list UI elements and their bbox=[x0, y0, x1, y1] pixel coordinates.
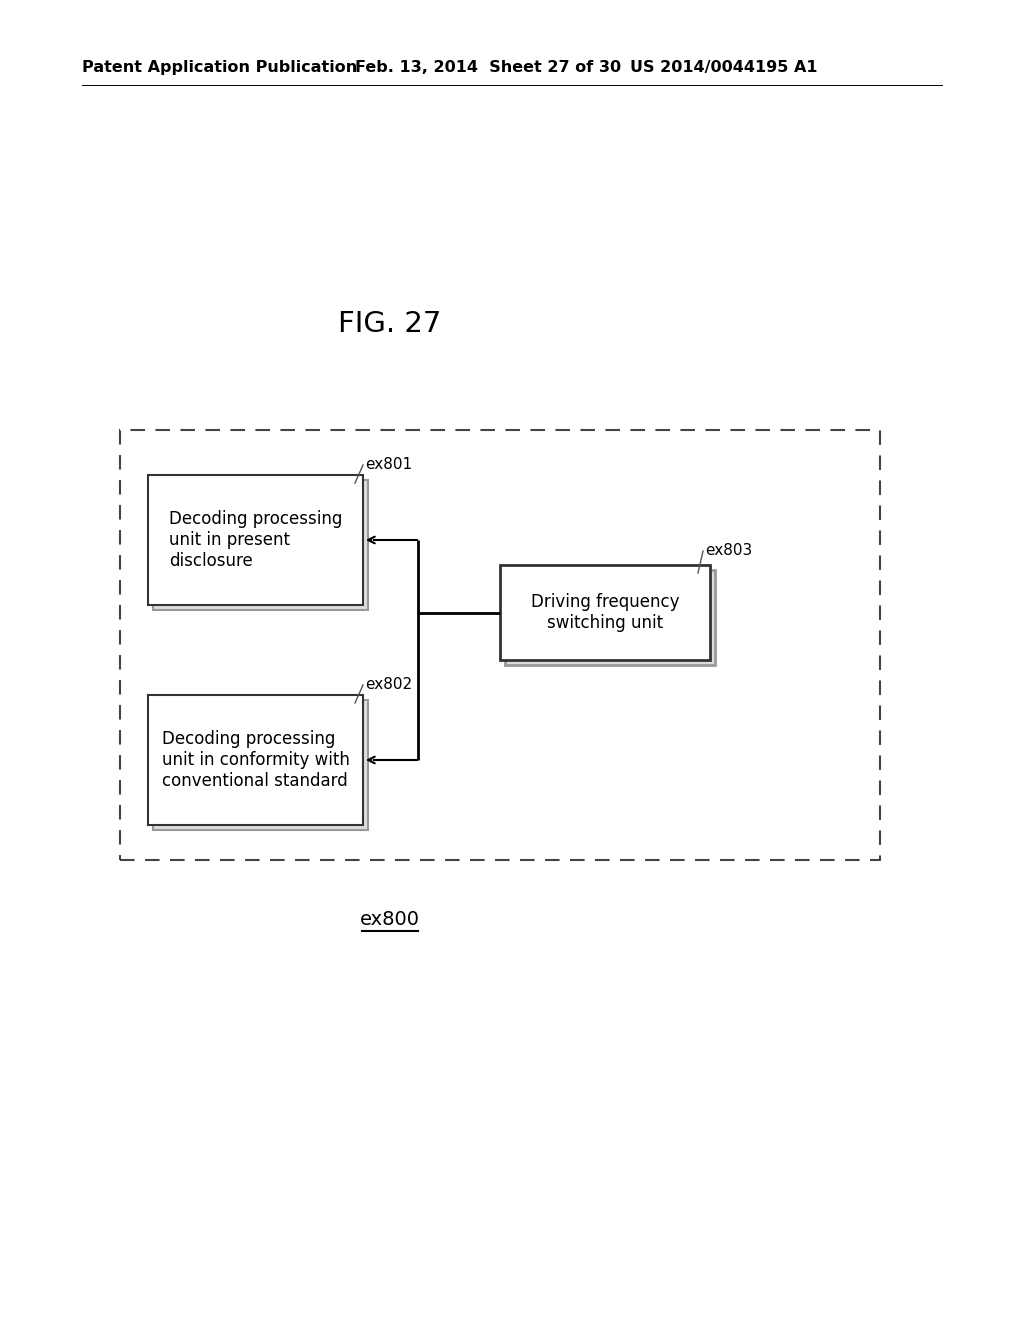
Text: US 2014/0044195 A1: US 2014/0044195 A1 bbox=[630, 59, 817, 75]
Text: Feb. 13, 2014  Sheet 27 of 30: Feb. 13, 2014 Sheet 27 of 30 bbox=[355, 59, 622, 75]
Bar bbox=[120, 430, 880, 861]
Text: ex802: ex802 bbox=[365, 677, 412, 692]
Bar bbox=[505, 570, 715, 665]
Bar bbox=[153, 700, 368, 830]
Bar bbox=[148, 696, 362, 825]
Text: Patent Application Publication: Patent Application Publication bbox=[82, 59, 357, 75]
Text: ex803: ex803 bbox=[705, 543, 753, 558]
Text: FIG. 27: FIG. 27 bbox=[338, 310, 441, 338]
Bar bbox=[153, 480, 368, 610]
Text: ex800: ex800 bbox=[360, 909, 420, 929]
Text: Decoding processing
unit in conformity with
conventional standard: Decoding processing unit in conformity w… bbox=[162, 730, 349, 789]
Text: Driving frequency
switching unit: Driving frequency switching unit bbox=[530, 593, 679, 632]
Bar bbox=[500, 565, 710, 660]
Text: Decoding processing
unit in present
disclosure: Decoding processing unit in present disc… bbox=[169, 511, 342, 570]
Text: ex801: ex801 bbox=[365, 457, 412, 473]
Bar bbox=[148, 475, 362, 605]
